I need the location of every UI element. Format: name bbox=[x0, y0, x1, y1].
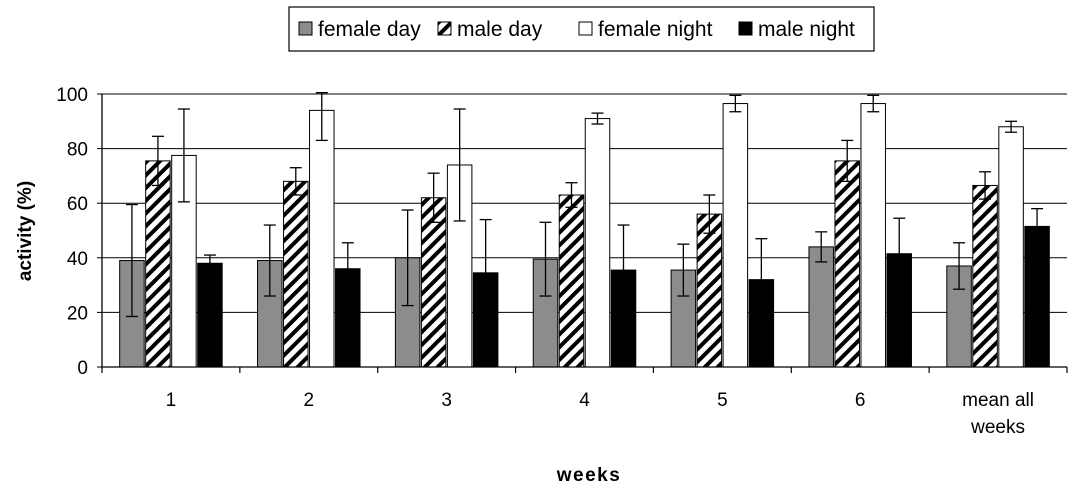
bar-female-night-2 bbox=[309, 109, 335, 368]
legend-label-male-night: male night bbox=[758, 18, 855, 41]
x-tick-label-1: 1 bbox=[166, 390, 177, 411]
x-tick-label-4: 4 bbox=[579, 390, 590, 411]
y-tick-label-100: 100 bbox=[56, 85, 88, 106]
error-bar-female-day-3 bbox=[401, 209, 414, 307]
error-bar-female-night-1 bbox=[177, 108, 190, 203]
error-bar-male-night-2 bbox=[341, 242, 354, 296]
error-bar-female-night-5 bbox=[729, 94, 742, 113]
error-bar-male-day-3 bbox=[427, 172, 440, 223]
y-tick-label-80: 80 bbox=[67, 140, 88, 161]
x-tick-label-mean-all-weeks: mean all weeks bbox=[962, 390, 1034, 438]
error-bar-female-day-6 bbox=[815, 231, 828, 263]
legend-swatch-male-night bbox=[738, 21, 753, 36]
error-bar-male-day-4 bbox=[565, 182, 578, 208]
bar-female-night-4 bbox=[584, 118, 611, 368]
legend-item-female-day: female day bbox=[298, 18, 421, 41]
y-axis-title: activity (%) bbox=[15, 181, 36, 281]
bar-male-night-mean-all-weeks bbox=[1024, 225, 1050, 368]
x-tick-label-5: 5 bbox=[717, 390, 728, 411]
y-tick-label-60: 60 bbox=[67, 194, 88, 215]
bar-female-night-mean-all-weeks bbox=[998, 126, 1024, 368]
legend-item-male-day: male day bbox=[437, 18, 543, 41]
error-bar-female-day-1 bbox=[125, 203, 138, 318]
x-tick-labels: 1 2 3 4 5 6 mean all weeks bbox=[166, 390, 1034, 438]
legend-label-male-day: male day bbox=[457, 18, 543, 41]
error-bar-male-night-mean-all-weeks bbox=[1031, 208, 1044, 245]
error-bar-female-night-2 bbox=[315, 91, 328, 142]
x-tick-label-2: 2 bbox=[303, 390, 314, 411]
legend-swatch-female-night bbox=[578, 21, 593, 36]
bar-male-day-6 bbox=[834, 160, 860, 368]
error-bar-male-day-2 bbox=[289, 167, 302, 196]
bar-female-day-6 bbox=[808, 246, 834, 368]
error-bar-female-night-4 bbox=[591, 112, 604, 125]
legend: female day male day female night male night bbox=[288, 6, 875, 52]
y-tick-labels: 0 20 40 60 80 100 bbox=[56, 85, 102, 379]
axes bbox=[101, 94, 1068, 373]
legend-swatch-female-day bbox=[298, 21, 313, 36]
y-tick-label-20: 20 bbox=[67, 303, 88, 324]
bar-female-day-4 bbox=[532, 258, 559, 368]
legend-label-female-night: female night bbox=[598, 18, 713, 41]
error-bar-female-night-mean-all-weeks bbox=[1005, 120, 1018, 133]
error-bar-male-day-6 bbox=[841, 139, 854, 183]
error-bars bbox=[125, 91, 1044, 327]
grid-lines bbox=[102, 93, 1067, 313]
error-bar-female-day-4 bbox=[539, 221, 552, 297]
legend-swatch-male-day bbox=[437, 21, 452, 36]
legend-label-female-day: female day bbox=[318, 18, 421, 41]
bar-male-day-4 bbox=[558, 194, 585, 368]
x-tick-label-6: 6 bbox=[855, 390, 866, 411]
error-bar-female-day-5 bbox=[677, 243, 690, 297]
bar-male-day-1 bbox=[145, 160, 171, 368]
error-bar-female-day-2 bbox=[263, 224, 276, 297]
error-bar-male-night-4 bbox=[617, 224, 630, 316]
bar-male-day-2 bbox=[283, 180, 309, 368]
legend-item-male-night: male night bbox=[738, 18, 855, 41]
x-tick-label-3: 3 bbox=[441, 390, 452, 411]
error-bar-female-day-mean-all-weeks bbox=[953, 242, 966, 290]
error-bar-female-night-6 bbox=[867, 94, 880, 113]
bar-male-day-3 bbox=[420, 197, 447, 368]
bar-male-day-mean-all-weeks bbox=[972, 184, 998, 368]
bar-male-night-1 bbox=[197, 262, 223, 368]
error-bar-male-night-6 bbox=[893, 217, 906, 290]
y-tick-label-0: 0 bbox=[77, 358, 88, 379]
y-tick-label-40: 40 bbox=[67, 249, 88, 270]
error-bar-male-day-5 bbox=[703, 194, 716, 234]
bar-female-night-5 bbox=[722, 103, 749, 368]
bar-male-day-5 bbox=[696, 213, 723, 368]
error-bar-male-day-1 bbox=[151, 135, 164, 187]
legend-item-female-night: female night bbox=[578, 18, 713, 41]
error-bar-male-day-mean-all-weeks bbox=[979, 171, 992, 200]
error-bar-male-night-5 bbox=[755, 238, 768, 322]
error-bar-male-night-1 bbox=[203, 254, 216, 273]
bars bbox=[119, 103, 1050, 368]
x-axis-title: weeks bbox=[556, 465, 622, 486]
error-bar-male-night-3 bbox=[479, 218, 492, 327]
bar-female-night-6 bbox=[860, 103, 886, 368]
error-bar-female-night-3 bbox=[453, 108, 466, 222]
